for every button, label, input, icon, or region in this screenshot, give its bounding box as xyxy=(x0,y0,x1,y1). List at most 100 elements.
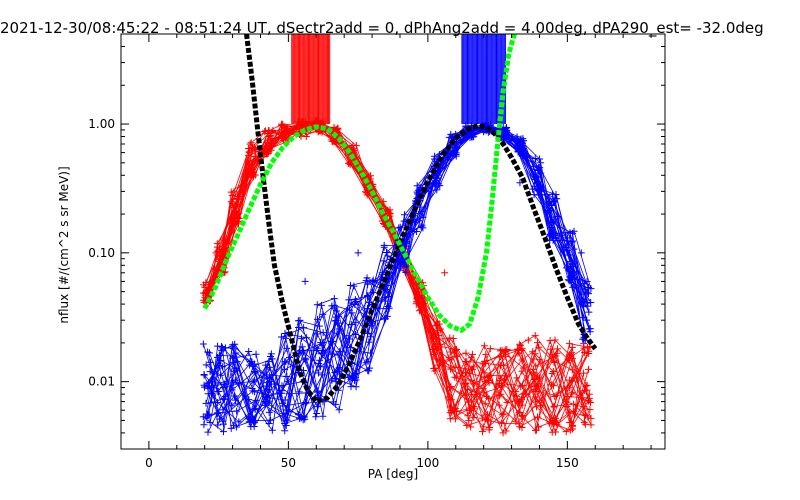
blue-data-point xyxy=(301,277,309,285)
blue-data-point xyxy=(352,297,360,305)
blue-data-point xyxy=(230,392,238,400)
red-data-point xyxy=(462,380,470,388)
blue-data-point xyxy=(299,366,307,374)
blue-data-point xyxy=(312,413,320,421)
blue-data-point xyxy=(298,343,306,351)
blue-data-point xyxy=(328,376,336,384)
blue-data-point xyxy=(345,332,353,340)
red-data-point xyxy=(518,412,526,420)
red-data-point xyxy=(547,345,555,353)
red-data-point xyxy=(432,331,440,339)
blue-data-point xyxy=(350,282,358,290)
blue-data-point xyxy=(585,308,593,316)
blue-data-point xyxy=(330,301,338,309)
blue-data-point xyxy=(207,378,215,386)
blue-data-point xyxy=(219,384,227,392)
blue-data-point xyxy=(443,153,451,161)
blue-data-point xyxy=(265,408,273,416)
blue-data-point xyxy=(400,217,408,225)
red-data-point xyxy=(531,350,539,358)
red-data-point xyxy=(512,418,520,426)
red-series-line xyxy=(209,119,592,419)
blue-data-point xyxy=(332,375,340,383)
red-data-point xyxy=(467,354,475,362)
blue-data-point xyxy=(346,344,354,352)
red-data-point xyxy=(446,334,454,342)
red-data-point xyxy=(568,343,576,351)
blue-data-point xyxy=(384,289,392,297)
red-data-point xyxy=(264,127,272,135)
blue-data-point xyxy=(577,249,585,257)
blue-data-point xyxy=(281,329,289,337)
blue-data-point xyxy=(519,144,527,152)
blue-data-point xyxy=(221,344,229,352)
blue-data-point xyxy=(265,358,273,366)
blue-data-point xyxy=(295,323,303,331)
blue-data-point xyxy=(200,370,208,378)
blue-data-point xyxy=(333,307,341,315)
green-fit-curve xyxy=(202,34,517,333)
blue-data-point xyxy=(354,249,362,257)
red-data-point xyxy=(570,400,578,408)
red-data-point xyxy=(462,357,470,365)
blue-data-point xyxy=(395,224,403,232)
red-data-point xyxy=(483,415,491,423)
red-data-point xyxy=(485,394,493,402)
blue-data-point xyxy=(566,258,574,266)
red-data-point xyxy=(465,398,473,406)
blue-data-point xyxy=(235,380,243,388)
blue-data-point xyxy=(202,399,210,407)
blue-data-point xyxy=(368,322,376,330)
red-data-point xyxy=(516,423,524,431)
red-data-point xyxy=(502,427,510,435)
blue-data-point xyxy=(229,352,237,360)
red-data-point xyxy=(551,417,559,425)
red-data-point xyxy=(249,170,257,178)
blue-data-point xyxy=(365,338,373,346)
blue-data-point xyxy=(227,424,235,432)
red-data-point xyxy=(446,415,454,423)
red-data-point xyxy=(468,350,476,358)
red-data-point xyxy=(532,403,540,411)
blue-series-line xyxy=(209,125,590,424)
blue-data-point xyxy=(346,281,354,289)
blue-data-point xyxy=(347,320,355,328)
blue-data-point xyxy=(534,166,542,174)
red-data-point xyxy=(552,428,560,436)
blue-data-point xyxy=(402,268,410,276)
red-data-point xyxy=(379,198,387,206)
red-data-point xyxy=(466,369,474,377)
blue-data-point xyxy=(565,277,573,285)
blue-data-point xyxy=(199,413,207,421)
blue-data-point xyxy=(283,344,291,352)
red-series-line xyxy=(206,127,587,424)
red-data-point xyxy=(464,412,472,420)
blue-data-point xyxy=(331,369,339,377)
red-data-point xyxy=(433,318,441,326)
x-axis-label: PA [deg] xyxy=(368,467,418,481)
red-data-point xyxy=(366,172,374,180)
blue-data-point xyxy=(232,423,240,431)
blue-data-point xyxy=(235,418,243,426)
blue-data-point xyxy=(315,360,323,368)
red-data-point xyxy=(533,413,541,421)
blue-data-point xyxy=(245,347,253,355)
red-data-point xyxy=(562,428,570,436)
blue-data-point xyxy=(367,333,375,341)
red-data-point xyxy=(531,332,539,340)
blue-data-point xyxy=(582,286,590,294)
blue-data-point xyxy=(328,338,336,346)
red-data-point xyxy=(261,128,269,136)
blue-data-point xyxy=(250,422,258,430)
blue-series-line xyxy=(211,124,592,421)
blue-data-point xyxy=(570,245,578,253)
red-data-point xyxy=(532,383,540,391)
blue-data-point xyxy=(552,234,560,242)
blue-data-point xyxy=(315,322,323,330)
blue-data-point xyxy=(417,208,425,216)
red-data-point xyxy=(584,397,592,405)
blue-data-point xyxy=(199,340,207,348)
red-data-point xyxy=(386,209,394,217)
red-data-point xyxy=(582,382,590,390)
red-data-point xyxy=(328,137,336,145)
